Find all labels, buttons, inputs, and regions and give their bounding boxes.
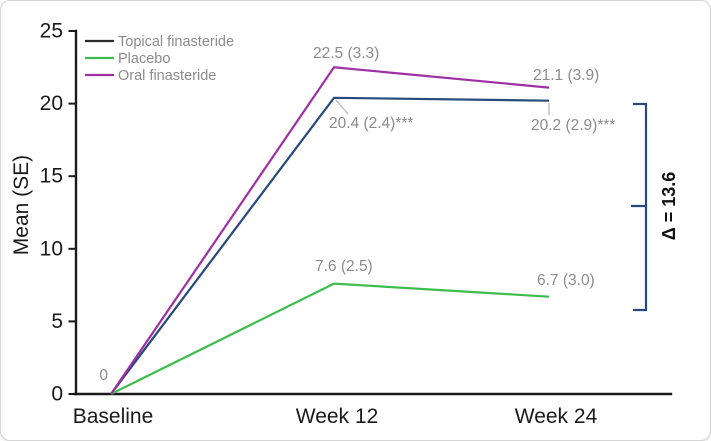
x-label-week-24: Week 24 (515, 405, 598, 428)
legend-label-oral-finasteride: Oral finasteride (118, 68, 216, 84)
y-tick-label: 20 (40, 92, 63, 115)
delta-bracket-group: Δ = 13.6 (631, 102, 679, 312)
x-label-week-12: Week 12 (296, 405, 379, 428)
y-axis-title: Mean (SE) (10, 155, 33, 255)
y-axis: 0 5 10 15 20 25 (40, 20, 78, 406)
data-label-s2-p2: 21.1 (3.9) (533, 67, 599, 84)
data-label-s0-p0: 0 (99, 367, 108, 384)
leader-lines (335, 99, 550, 115)
data-label-s2-p1: 22.5 (3.3) (313, 45, 379, 62)
series-line-topical-finasteride (110, 96, 550, 395)
series-line-oral-finasteride (110, 66, 550, 395)
y-tick-label: 10 (40, 237, 63, 260)
x-labels: Baseline Week 12 Week 24 (73, 405, 598, 428)
legend-label-placebo: Placebo (118, 51, 170, 67)
x-label-baseline: Baseline (73, 405, 154, 428)
y-tick-label: 25 (40, 20, 63, 43)
x-axis: Baseline Week 12 Week 24 (73, 392, 673, 428)
data-label-s1-p2: 6.7 (3.0) (537, 272, 595, 289)
delta-label: Δ = 13.6 (659, 172, 679, 240)
y-ticks: 0 5 10 15 20 25 (40, 20, 76, 406)
delta-bracket (631, 102, 648, 312)
y-tick-label: 5 (51, 310, 63, 333)
data-label-s1-p1: 7.6 (2.5) (315, 258, 373, 275)
y-tick-label: 15 (40, 165, 63, 188)
data-labels: 0 20.4 (2.4)*** 20.2 (2.9)*** 7.6 (2.5) 6.7 … (99, 45, 615, 384)
series-line-placebo (110, 282, 550, 395)
legend-label-topical-finasteride: Topical finasteride (118, 34, 234, 50)
data-label-s0-p2: 20.2 (2.9)*** (531, 117, 615, 134)
series-lines (110, 66, 550, 395)
data-label-s0-p1: 20.4 (2.4)*** (329, 115, 413, 132)
leader-week12-topical (335, 99, 349, 115)
y-tick-label: 0 (51, 383, 63, 406)
